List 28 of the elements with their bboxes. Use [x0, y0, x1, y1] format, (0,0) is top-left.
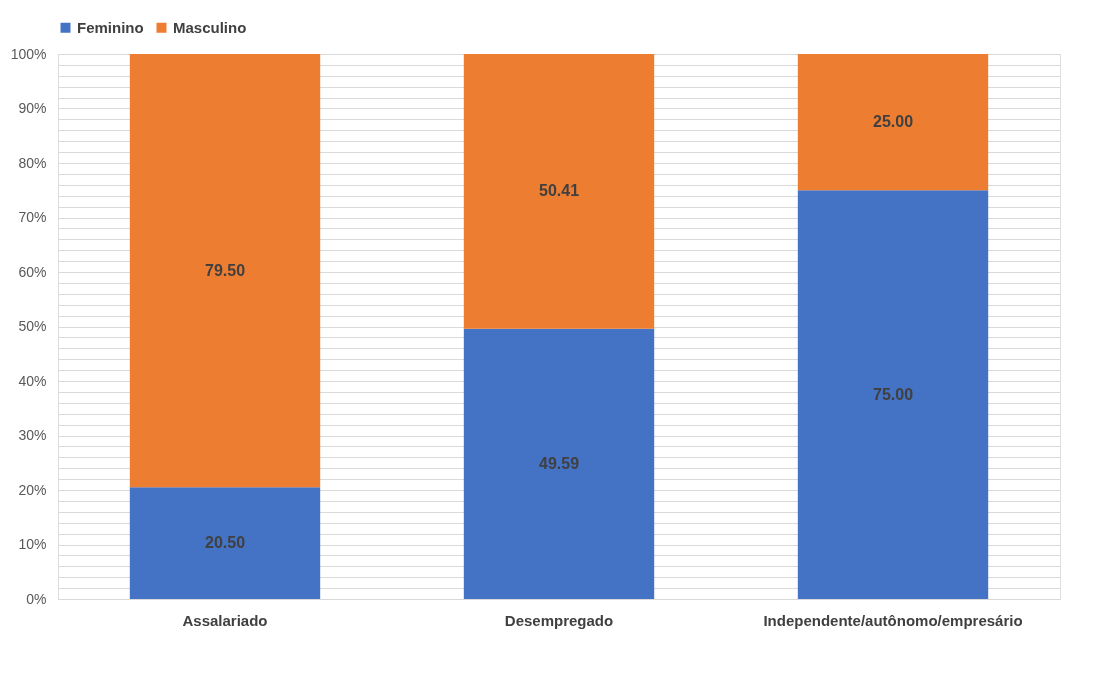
y-tick-label: 90%: [18, 100, 47, 116]
y-tick-label: 60%: [18, 263, 47, 280]
y-tick-label: 30%: [18, 427, 47, 443]
x-tick-label: Assalariado: [182, 611, 268, 629]
data-label: 79.50: [204, 261, 246, 279]
y-tick-label: 10%: [18, 536, 47, 552]
bar: [797, 190, 989, 599]
data-label: 25.00: [872, 113, 914, 131]
legend-label: Feminino: [77, 18, 144, 36]
y-tick-label: 80%: [18, 154, 47, 171]
y-tick-label: 0%: [26, 590, 47, 607]
x-tick-label: Desempregado: [504, 611, 614, 629]
data-label: 50.41: [538, 182, 580, 200]
x-tick-label: Independente/autônomo/empresário: [763, 611, 1023, 629]
data-label: 75.00: [872, 385, 914, 403]
y-tick-label: 40%: [18, 372, 47, 389]
data-label: 20.50: [204, 534, 246, 552]
bar: [129, 54, 321, 488]
y-tick-label: 50%: [18, 318, 47, 334]
bar: [797, 54, 989, 191]
y-tick-label: 20%: [18, 481, 47, 498]
y-tick-label: 100%: [10, 45, 47, 62]
legend-label: Masculino: [173, 18, 247, 36]
y-tick-label: 70%: [18, 209, 47, 225]
bar: [129, 487, 321, 599]
bar: [463, 54, 655, 329]
data-label: 49.59: [538, 454, 580, 472]
bar: [463, 328, 655, 599]
